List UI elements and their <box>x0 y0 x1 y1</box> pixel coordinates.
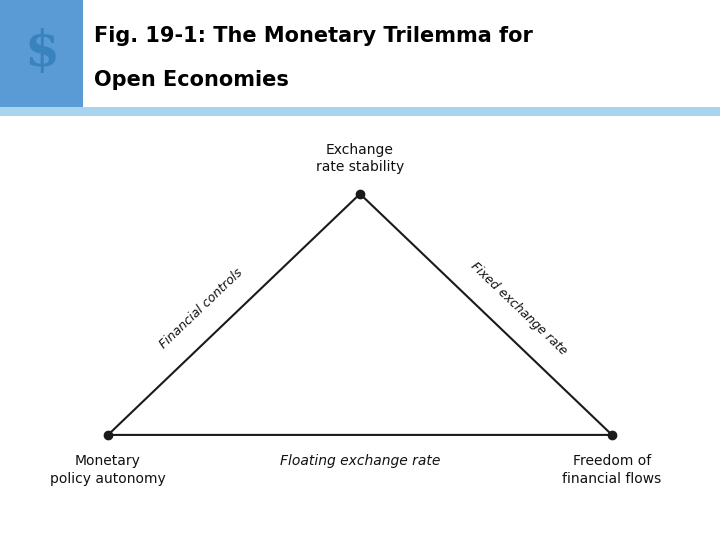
Text: $: $ <box>24 28 59 77</box>
Text: Exchange
rate stability: Exchange rate stability <box>316 143 404 174</box>
Bar <box>0 0 83 116</box>
Text: Fixed exchange rate: Fixed exchange rate <box>467 260 570 357</box>
Text: Floating exchange rate: Floating exchange rate <box>280 454 440 468</box>
Bar <box>0 107 720 116</box>
Text: Fig. 19-1: The Monetary Trilemma for: Fig. 19-1: The Monetary Trilemma for <box>94 25 533 45</box>
Text: Copyright ©2015 Pearson Education, Inc. All rights reserved.: Copyright ©2015 Pearson Education, Inc. … <box>11 517 351 528</box>
Text: Monetary
policy autonomy: Monetary policy autonomy <box>50 454 166 485</box>
Text: Financial controls: Financial controls <box>158 266 246 351</box>
Text: Freedom of
financial flows: Freedom of financial flows <box>562 454 662 485</box>
Text: 19-8: 19-8 <box>684 517 709 528</box>
Text: Open Economies: Open Economies <box>94 70 289 90</box>
